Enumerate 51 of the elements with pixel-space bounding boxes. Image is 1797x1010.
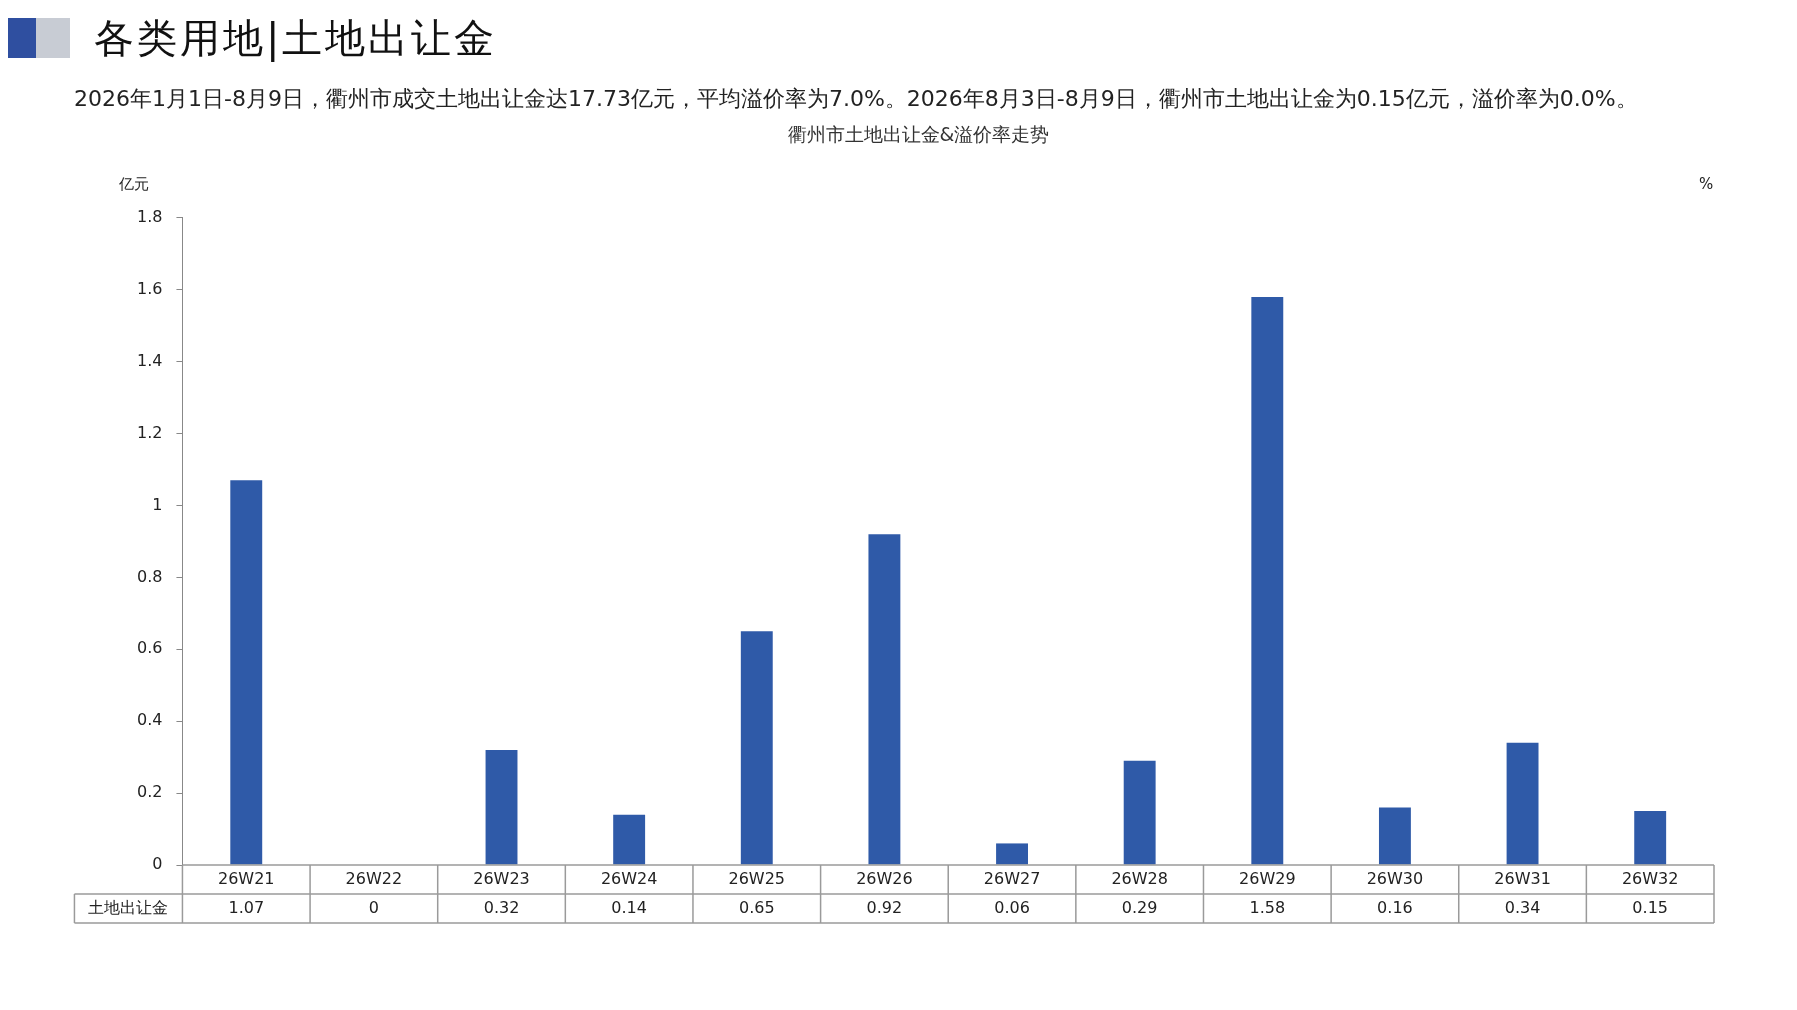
bar <box>868 534 901 865</box>
y-tick-label: 1 <box>152 494 163 514</box>
x-tick-label: 26W21 <box>217 868 275 888</box>
data-label: 0.06 <box>994 897 1030 917</box>
bar <box>740 631 773 865</box>
bar <box>1634 811 1667 865</box>
text: 2026年1月1日-8月9日，衢州市成交土地出让金达17.73亿元，平均溢价率为7.0%。2026年8月3日-8月9日，衢州市土地出让金为0.15亿元，溢价率为0.0%。 <box>74 85 1639 113</box>
data-label: 0.14 <box>611 897 647 917</box>
data-label: 0 <box>368 897 379 917</box>
data-label: 0.92 <box>866 897 903 917</box>
x-tick-label: 26W25 <box>728 868 786 888</box>
data-label: 0.65 <box>738 897 775 917</box>
text: 土地出让金 <box>88 897 169 917</box>
x-tick-label: 26W23 <box>473 868 530 888</box>
data-label: 0.29 <box>1121 897 1158 917</box>
x-tick-label: 26W28 <box>1111 868 1168 888</box>
y-tick-label: 1.8 <box>136 206 163 226</box>
data-label: 1.58 <box>1249 897 1286 917</box>
y-tick-label: 0.2 <box>136 782 163 802</box>
x-tick-label: 26W30 <box>1366 868 1424 888</box>
x-tick-label: 26W22 <box>345 868 403 888</box>
y-tick-label: 0.8 <box>136 566 163 586</box>
x-tick-label: 26W32 <box>1621 868 1679 888</box>
bar <box>613 814 646 865</box>
bar <box>1378 807 1411 865</box>
y-axis-title: 亿元 <box>118 174 150 193</box>
data-label: 0.32 <box>483 897 520 917</box>
bar <box>1251 296 1284 865</box>
x-tick-label: 26W29 <box>1239 868 1296 888</box>
bar <box>230 480 263 865</box>
y-tick-label: 0 <box>152 854 163 874</box>
data-label: 0.16 <box>1377 897 1413 917</box>
y-tick-label: 0.6 <box>136 638 163 658</box>
y-tick-label: 0.4 <box>136 710 163 730</box>
x-tick-label: 26W27 <box>983 868 1041 888</box>
x-tick-label: 26W31 <box>1494 868 1551 888</box>
data-label: 0.15 <box>1632 897 1668 917</box>
y2-axis-title: % <box>1698 174 1714 193</box>
y-tick-label: 1.6 <box>136 278 163 298</box>
bar <box>1123 760 1156 865</box>
chart-title: 衢州市土地出让金&溢价率走势 <box>787 123 1050 146</box>
y-tick-label: 1.4 <box>136 350 163 370</box>
y-tick-label: 1.2 <box>136 422 163 442</box>
text: 各类用地|土地出让金 <box>94 13 498 64</box>
bar <box>996 843 1028 865</box>
x-tick-label: 26W24 <box>600 868 658 888</box>
bar <box>1506 742 1539 865</box>
bar <box>485 749 518 865</box>
data-label: 1.07 <box>228 897 265 917</box>
data-label: 0.34 <box>1504 897 1541 917</box>
x-tick-label: 26W26 <box>856 868 913 888</box>
